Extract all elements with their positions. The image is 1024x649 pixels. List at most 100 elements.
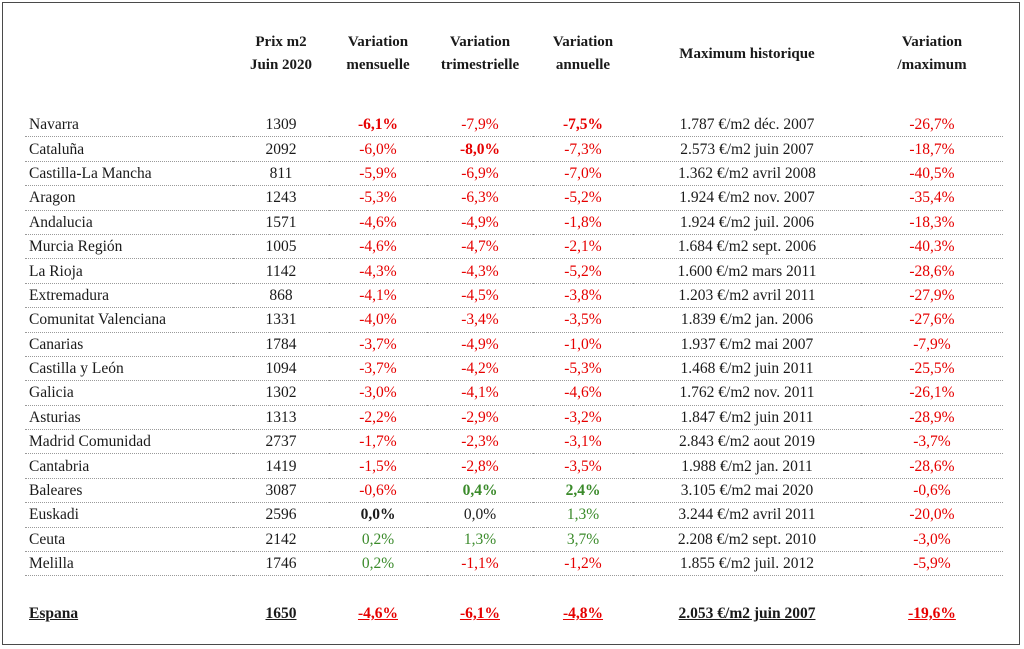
cell-region: Madrid Comunidad (25, 429, 233, 455)
cell-region: Ceuta (25, 527, 233, 553)
cell-monthly: -6,1% (329, 113, 427, 138)
header-monthly: Variation mensuelle (329, 31, 427, 113)
cell-annual: -5,2% (533, 258, 633, 284)
cell-var-max: -28,6% (861, 258, 1003, 284)
table-row: Extremadura 868 -4,1% -4,5% -3,8% 1.203 €/m2 … (25, 283, 1003, 309)
header-price-line1: Prix m2 (255, 34, 307, 50)
cell-monthly: -5,3% (329, 185, 427, 211)
cell-region: Galicia (25, 380, 233, 406)
cell-max: 2.573 €/m2 juin 2007 (633, 136, 861, 162)
cell-annual: 3,7% (533, 527, 633, 553)
cell-price: 811 (233, 161, 329, 187)
cell-quarterly: -2,9% (427, 405, 533, 431)
table-row: Madrid Comunidad 2737 -1,7% -2,3% -3,1% 2.843… (25, 429, 1003, 455)
cell-max: 1.988 €/m2 jan. 2011 (633, 453, 861, 479)
cell-price: 1419 (233, 453, 329, 479)
cell-annual: -7,0% (533, 161, 633, 187)
cell-max: 1.468 €/m2 juin 2011 (633, 356, 861, 382)
header-quarterly-line1: Variation (449, 34, 511, 50)
table-row: Castilla y León 1094 -3,7% -4,2% -5,3% 1.468 … (25, 356, 1003, 382)
header-monthly-line1: Variation (347, 34, 409, 50)
cell-price: 1309 (233, 113, 329, 138)
cell-quarterly: -4,5% (427, 283, 533, 309)
cell-region: Asturias (25, 405, 233, 431)
cell-annual: -5,2% (533, 185, 633, 211)
cell-annual: -7,3% (533, 136, 633, 162)
cell-annual: -2,1% (533, 234, 633, 260)
cell-region: Euskadi (25, 502, 233, 528)
cell-region: Castilla y León (25, 356, 233, 382)
header-annual-line1: Variation (552, 34, 614, 50)
cell-quarterly: -4,2% (427, 356, 533, 382)
cell-price: 1094 (233, 356, 329, 382)
cell-quarterly: -1,1% (427, 551, 533, 577)
cell-var-max: -0,6% (861, 478, 1003, 504)
table-row: Navarra 1309 -6,1% -7,9% -7,5% 1.787 €/m2 déc… (25, 113, 1003, 138)
cell-annual: -7,5% (533, 113, 633, 138)
cell-price: 1571 (233, 210, 329, 235)
cell-quarterly: -4,9% (427, 332, 533, 357)
spacer-cell (533, 576, 633, 601)
table-row: Comunitat Valenciana 1331 -4,0% -3,4% -3,5% 1… (25, 307, 1003, 333)
cell-var-max: -18,3% (861, 210, 1003, 235)
cell-price: 1331 (233, 307, 329, 333)
cell-region: Comunitat Valenciana (25, 307, 233, 333)
cell-price: 868 (233, 283, 329, 309)
total-region: Espana (29, 604, 79, 622)
header-quarterly-line2: trimestrielle (440, 57, 520, 73)
total-price: 1650 (265, 604, 297, 622)
cell-price: 1243 (233, 185, 329, 211)
cell-region: Andalucia (25, 210, 233, 235)
total-annual: -4,8% (562, 604, 604, 622)
cell-region: Melilla (25, 551, 233, 577)
spacer-row (25, 576, 1003, 601)
cell-max: 2.208 €/m2 sept. 2010 (633, 527, 861, 553)
cell-var-max: -40,3% (861, 234, 1003, 260)
header-price-line2: Juin 2020 (249, 57, 313, 73)
cell-quarterly: -8,0% (427, 136, 533, 162)
cell-max: 1.924 €/m2 nov. 2007 (633, 185, 861, 211)
cell-annual: -4,6% (533, 380, 633, 406)
table-body: Navarra 1309 -6,1% -7,9% -7,5% 1.787 €/m2 déc… (25, 113, 1003, 626)
table-row: Euskadi 2596 0,0% 0,0% 1,3% 3.244 €/m2 avril … (25, 502, 1003, 528)
cell-quarterly: -6,9% (427, 161, 533, 187)
total-max: 2.053 €/m2 juin 2007 (678, 604, 816, 622)
spacer-cell (427, 576, 533, 601)
cell-max: 1.839 €/m2 jan. 2006 (633, 307, 861, 333)
cell-annual: -1,8% (533, 210, 633, 235)
table-row: La Rioja 1142 -4,3% -4,3% -5,2% 1.600 €/m2 ma… (25, 258, 1003, 284)
cell-quarterly: -4,3% (427, 258, 533, 284)
cell-region: Cataluña (25, 136, 233, 162)
cell-var-max: -18,7% (861, 136, 1003, 162)
cell-quarterly: 0,0% (427, 502, 533, 528)
total-monthly: -4,6% (357, 604, 399, 622)
cell-region: Castilla-La Mancha (25, 161, 233, 187)
cell-quarterly: -4,7% (427, 234, 533, 260)
spacer-cell (329, 576, 427, 601)
cell-price: 2142 (233, 527, 329, 553)
cell-monthly: -2,2% (329, 405, 427, 431)
cell-monthly: 0,2% (329, 551, 427, 577)
cell-annual: -3,5% (533, 307, 633, 333)
cell-annual: -3,1% (533, 429, 633, 455)
cell-monthly: -4,3% (329, 258, 427, 284)
total-var-max: -19,6% (908, 604, 956, 622)
cell-price: 3087 (233, 478, 329, 504)
cell-region: Baleares (25, 478, 233, 504)
cell-quarterly: 1,3% (427, 527, 533, 553)
header-quarterly: Variation trimestrielle (427, 31, 533, 113)
cell-annual: -3,5% (533, 453, 633, 479)
cell-price: 1746 (233, 551, 329, 577)
cell-monthly: -4,6% (329, 234, 427, 260)
cell-monthly: 0,0% (329, 502, 427, 528)
cell-annual: -3,8% (533, 283, 633, 309)
cell-max: 1.855 €/m2 juil. 2012 (633, 551, 861, 577)
cell-max: 1.847 €/m2 juin 2011 (633, 405, 861, 431)
spacer-cell (25, 576, 233, 601)
cell-monthly: -0,6% (329, 478, 427, 504)
cell-quarterly: -6,3% (427, 185, 533, 211)
table-row: Canarias 1784 -3,7% -4,9% -1,0% 1.937 €/m2 ma… (25, 332, 1003, 357)
cell-monthly: -3,7% (329, 332, 427, 357)
header-annual: Variation annuelle (533, 31, 633, 113)
table-row: Andalucia 1571 -4,6% -4,9% -1,8% 1.924 €/m2 j… (25, 210, 1003, 235)
